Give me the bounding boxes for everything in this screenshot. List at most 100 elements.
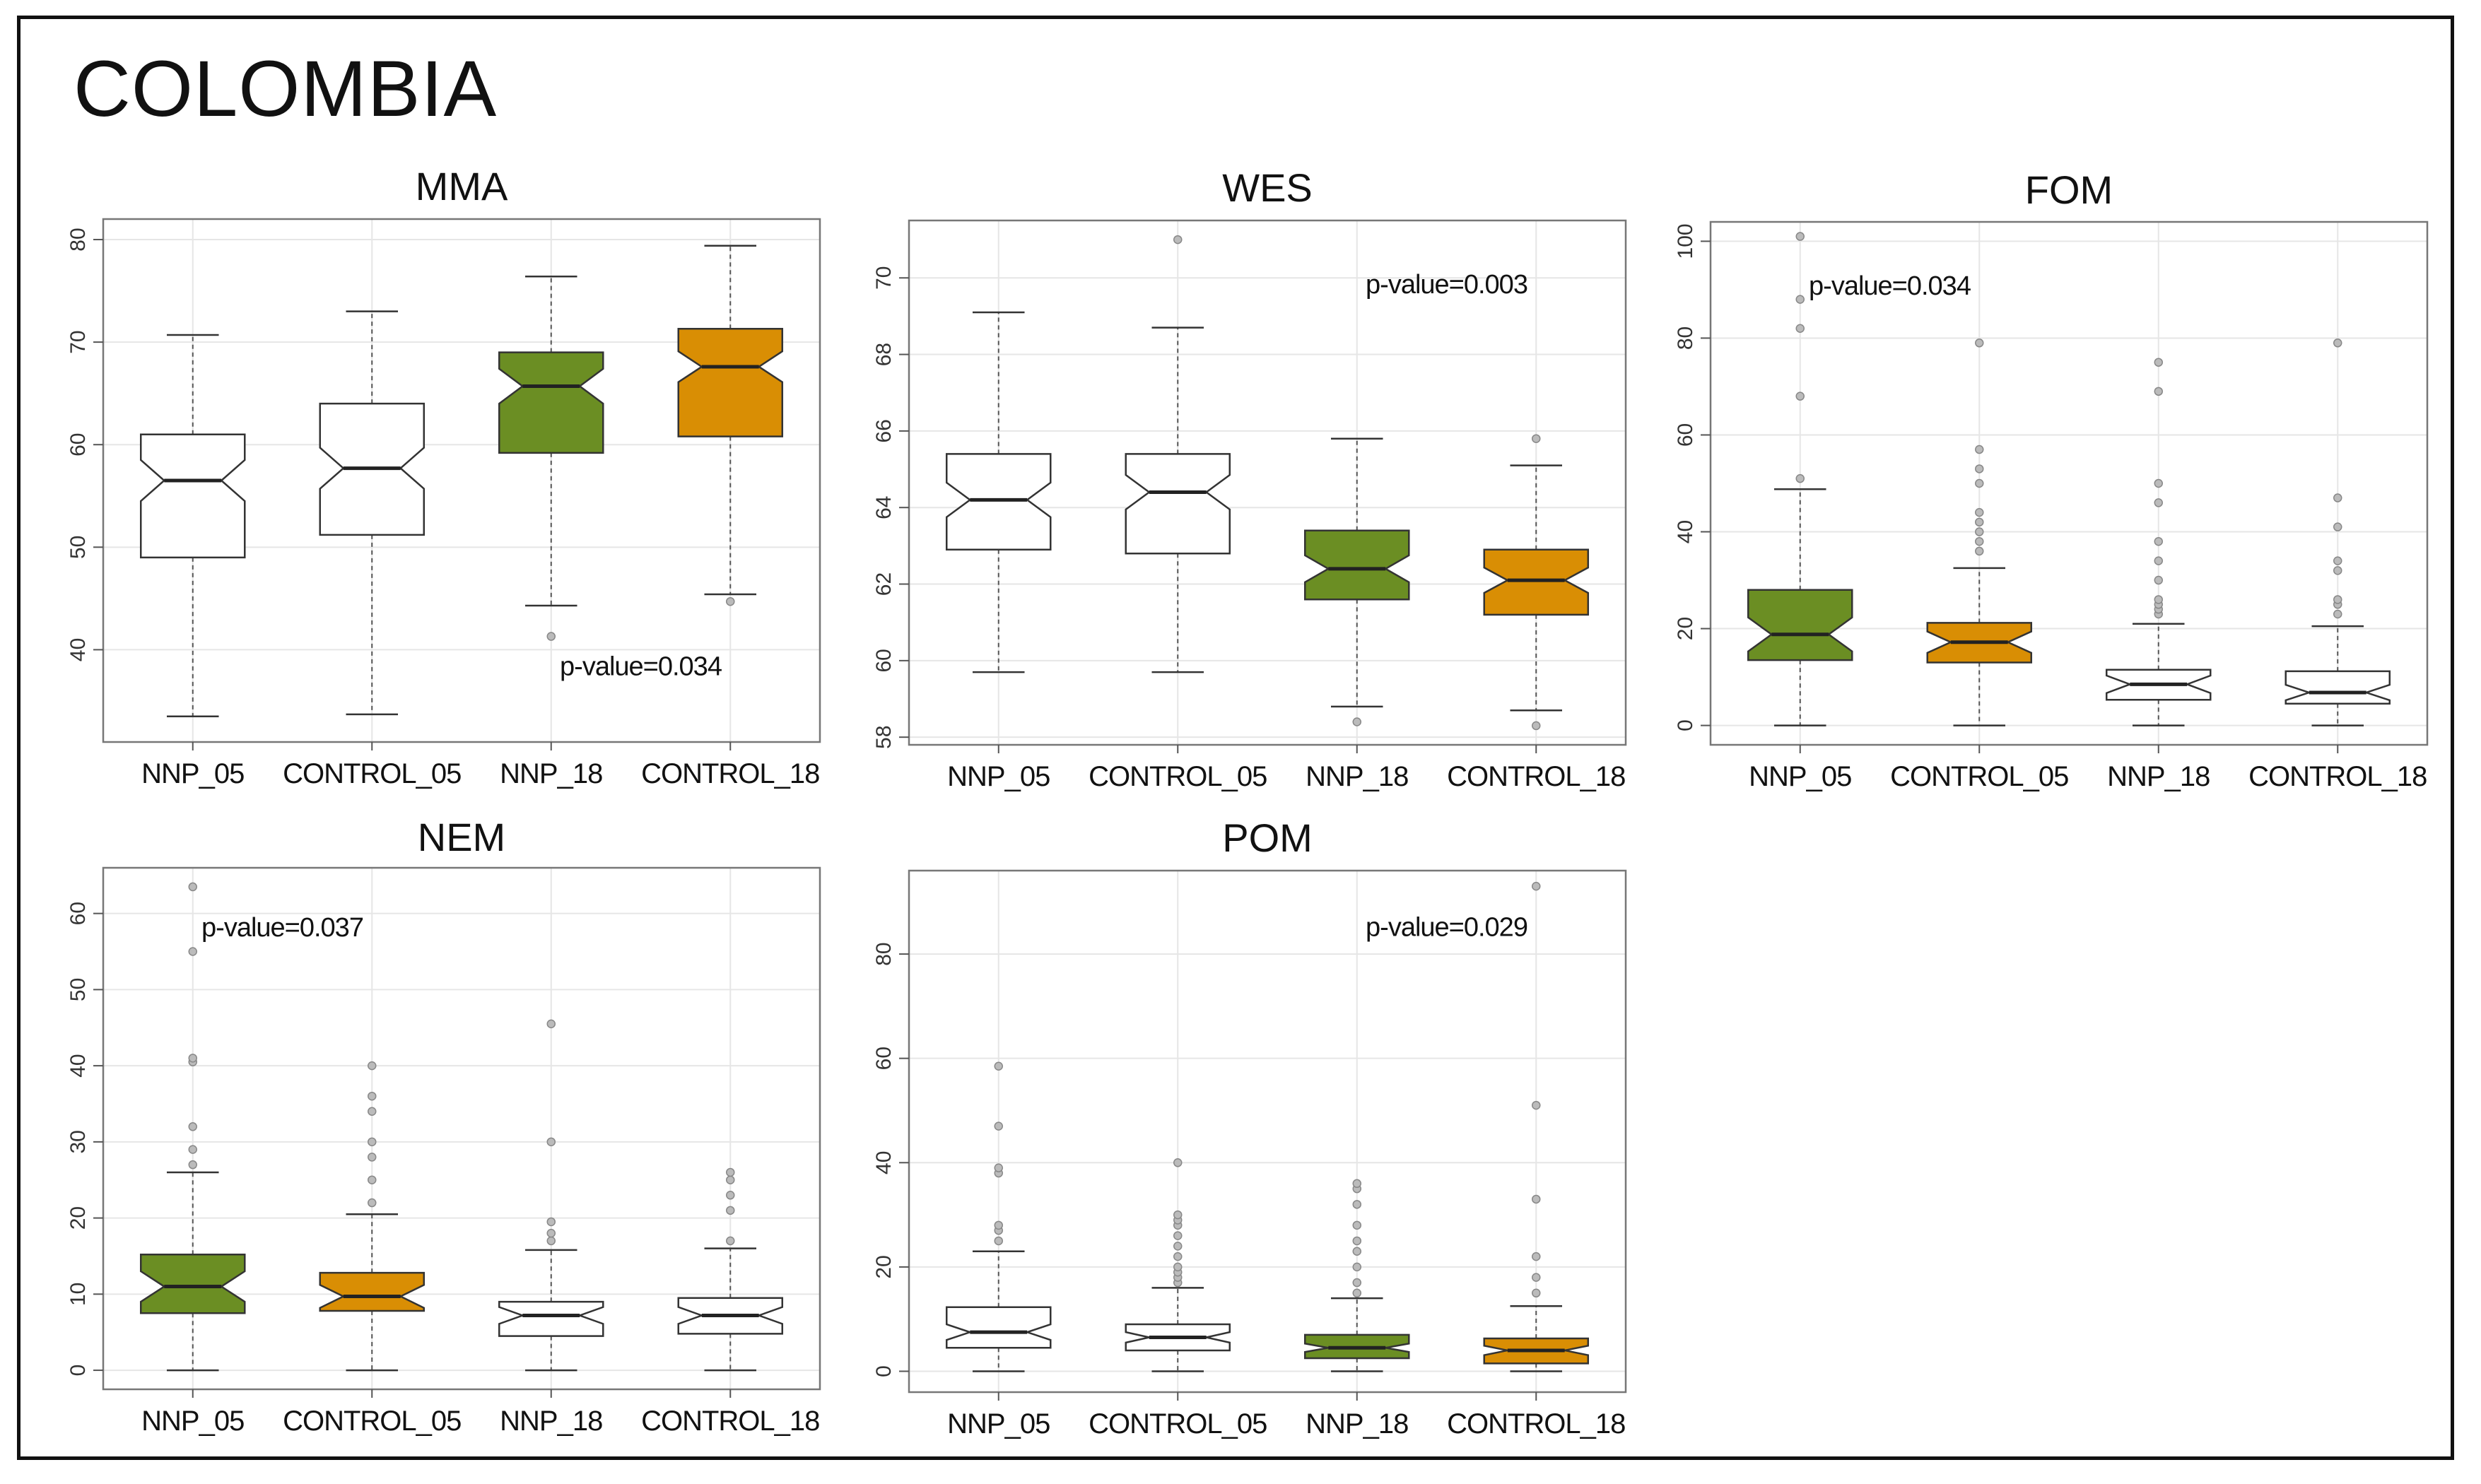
box-nnp-05 <box>139 882 246 1372</box>
y-tick-label: 60 <box>872 649 896 672</box>
outlier-point <box>2154 358 2163 367</box>
box-nnp-18 <box>1303 1179 1410 1372</box>
outlier-point <box>1795 295 1805 304</box>
panel-nem: NEM 0 10 20 30 40 50 60 NNP_05 CONTROL_05 NNP_18 CO… <box>66 815 821 1437</box>
outlier-point <box>368 1091 377 1101</box>
panel-pom: POM 0 20 40 60 80 NNP_05 CONTROL_05 NNP_18 CONTRO… <box>872 815 1627 1439</box>
y-tick-label: 0 <box>66 1365 90 1377</box>
y-tick-label: 30 <box>66 1130 90 1153</box>
outlier-point <box>2154 556 2163 565</box>
outlier-point <box>2154 536 2163 546</box>
y-tick-label: 40 <box>66 638 90 661</box>
box-nnp-05 <box>945 311 1052 673</box>
outlier-point <box>1173 1242 1183 1251</box>
x-tick-label: NNP_18 <box>2107 761 2210 792</box>
outlier-point <box>2154 387 2163 396</box>
y-tick-label: 10 <box>66 1283 90 1306</box>
box-body <box>945 453 1052 551</box>
outlier-point <box>1532 721 1541 731</box>
outlier-point <box>188 1145 197 1154</box>
plot-area <box>908 869 1627 1394</box>
x-tick-label: CONTROL_05 <box>283 1406 461 1437</box>
y-tick-label: 60 <box>872 1047 896 1070</box>
panel-fom: FOM 0 20 40 60 80 100 NNP_05 CONTROL_05 NNP_18 CON… <box>1674 167 2429 792</box>
outlier-point <box>1173 1158 1183 1167</box>
outlier-point <box>1975 478 1984 488</box>
x-tick-label: NNP_05 <box>1749 761 1851 792</box>
figure-frame <box>17 16 2454 1460</box>
outlier-point <box>1532 434 1541 443</box>
plot-area <box>102 218 821 743</box>
y-tick-label: 64 <box>872 496 896 519</box>
box-body <box>1483 548 1590 616</box>
outlier-point <box>1975 338 1984 348</box>
y-tick-label: 66 <box>872 419 896 442</box>
outlier-point <box>1795 324 1805 333</box>
y-tick-label: 60 <box>66 433 90 457</box>
x-tick-label: CONTROL_05 <box>1089 761 1267 792</box>
p-value-annotation: p-value=0.029 <box>1366 912 1527 942</box>
x-tick-label: NNP_18 <box>1306 1408 1408 1439</box>
y-tick-label: 40 <box>66 1054 90 1077</box>
outlier-point <box>1352 1288 1361 1298</box>
outlier-point <box>368 1153 377 1162</box>
x-tick-label: CONTROL_05 <box>283 758 461 789</box>
y-tick-label: 50 <box>66 536 90 559</box>
y-tick-label: 0 <box>872 1365 896 1377</box>
y-tick-label: 60 <box>66 902 90 925</box>
outlier-point <box>1173 1210 1183 1220</box>
panel-title: FOM <box>2025 167 2113 212</box>
outlier-point <box>1975 464 1984 473</box>
outlier-point <box>1352 1247 1361 1256</box>
outlier-point <box>1975 444 1984 454</box>
x-tick-label: NNP_18 <box>1306 761 1408 792</box>
outlier-point <box>726 596 735 606</box>
outlier-point <box>546 1137 556 1147</box>
x-tick-label: NNP_05 <box>141 1406 244 1437</box>
y-tick-label: 70 <box>872 266 896 290</box>
outlier-point <box>2333 595 2342 604</box>
plot-area <box>1709 220 2429 746</box>
outlier-point <box>726 1206 735 1215</box>
page-title: COLOMBIA <box>74 45 498 133</box>
plot-area <box>908 219 1627 746</box>
y-tick-label: 80 <box>1674 326 1697 350</box>
box-nnp-05 <box>945 1061 1052 1372</box>
y-tick-label: 20 <box>66 1206 90 1230</box>
outlier-point <box>1795 232 1805 241</box>
x-tick-label: NNP_18 <box>500 758 602 789</box>
outlier-point <box>1532 1100 1541 1110</box>
outlier-point <box>546 632 556 641</box>
outlier-point <box>994 1061 1003 1071</box>
y-tick-label: 60 <box>1674 423 1697 447</box>
p-value-annotation: p-value=0.034 <box>1809 271 1971 301</box>
panel-wes: WES 58 60 62 64 66 68 70 NNP_05 CONTROL_05 NNP_18 C… <box>872 165 1627 792</box>
outlier-point <box>188 1122 197 1131</box>
outlier-point <box>726 1175 735 1184</box>
box-nnp-05 <box>1747 232 1853 726</box>
y-tick-label: 20 <box>1674 617 1697 640</box>
outlier-point <box>368 1107 377 1117</box>
y-tick-label: 20 <box>872 1255 896 1278</box>
outlier-point <box>1173 1262 1183 1272</box>
outlier-point <box>2333 556 2342 565</box>
box-body <box>139 433 246 559</box>
y-tick-label: 80 <box>872 942 896 965</box>
outlier-point <box>1532 881 1541 891</box>
outlier-point <box>188 1054 197 1063</box>
box-body <box>945 1306 1052 1349</box>
box-body <box>1125 453 1231 555</box>
panel-mma: MMA 40 50 60 70 80 NNP_05 CONTROL_05 NNP_18 CONTR… <box>66 164 821 789</box>
outlier-point <box>1352 1278 1361 1288</box>
outlier-point <box>1532 1288 1541 1298</box>
box-body <box>1747 589 1853 661</box>
box-control-05 <box>1926 338 2033 726</box>
outlier-point <box>1532 1273 1541 1282</box>
outlier-point <box>2333 566 2342 575</box>
outlier-point <box>1975 517 1984 527</box>
outlier-point <box>1352 717 1361 726</box>
outlier-point <box>2154 595 2163 604</box>
y-tick-label: 68 <box>872 343 896 366</box>
outlier-point <box>994 1121 1003 1131</box>
